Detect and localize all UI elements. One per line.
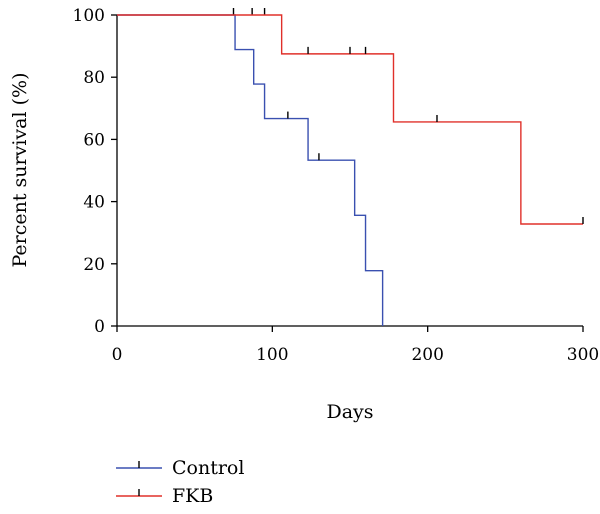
series-line-control	[117, 14, 384, 326]
series-layer	[117, 8, 584, 326]
legend-label-control: Control	[172, 457, 244, 479]
y-tick-label-60: 60	[83, 130, 105, 150]
y-axis-title: Percent survival (%)	[9, 73, 31, 268]
y-tick-label-0: 0	[94, 317, 105, 337]
axes	[116, 15, 583, 327]
y-tick-label-80: 80	[83, 68, 105, 88]
series-control	[117, 8, 384, 326]
y-tick-label-100: 100	[73, 6, 105, 26]
y-tick-label-40: 40	[83, 193, 105, 213]
x-ticks: 0 100 200 300	[112, 326, 599, 365]
y-tick-label-20: 20	[83, 255, 105, 275]
series-line-fkb	[117, 14, 583, 225]
series-fkb	[117, 14, 584, 225]
x-tick-label-300: 300	[567, 345, 599, 365]
legend: Control FKB	[116, 457, 244, 507]
y-ticks: 0 20 40 60 80 100	[73, 6, 117, 337]
x-axis-title: Days	[326, 401, 373, 423]
legend-item-control: Control	[116, 457, 244, 479]
x-tick-label-100: 100	[256, 345, 288, 365]
x-tick-label-0: 0	[112, 345, 123, 365]
legend-item-fkb: FKB	[116, 485, 213, 507]
legend-label-fkb: FKB	[172, 485, 213, 507]
x-tick-label-200: 200	[411, 345, 443, 365]
